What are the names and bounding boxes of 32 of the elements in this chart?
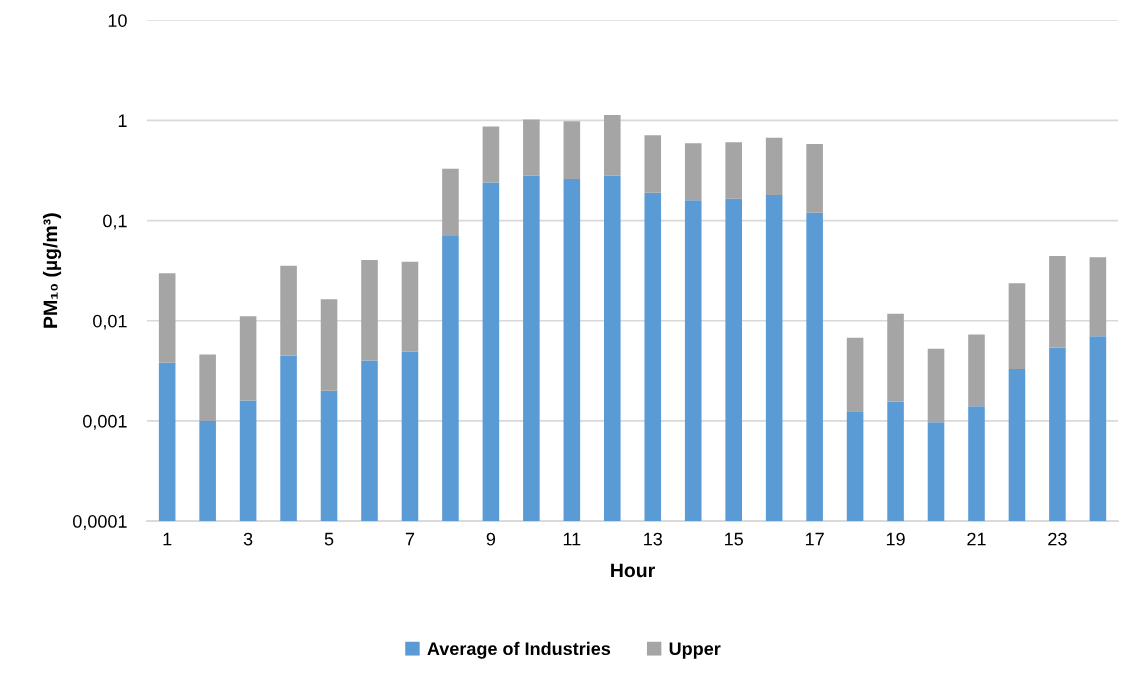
- x-tick-label: 23: [1048, 532, 1067, 546]
- x-tick-label: 15: [725, 532, 743, 546]
- bar: [482, 126, 500, 183]
- x-tick-label: 7: [405, 532, 415, 546]
- bar: [523, 119, 540, 176]
- x-tick-label: 11: [563, 532, 581, 546]
- y-tick-label: 10: [108, 14, 127, 27]
- legend-label: Upper: [669, 642, 721, 659]
- x-tick-label: 1: [163, 532, 172, 546]
- bar: [684, 143, 702, 201]
- x-tick-label: 3: [243, 532, 253, 546]
- bar: [442, 168, 459, 237]
- x-tick-label: 13: [644, 532, 663, 546]
- x-tick-label: 19: [886, 532, 905, 546]
- x-tick-label: 9: [486, 532, 496, 546]
- y-tick-label: 0,01: [93, 314, 127, 330]
- bar: [725, 142, 742, 199]
- bar: [765, 137, 783, 196]
- y-axis-title: PM₁₀ (µg/m³): [42, 213, 62, 328]
- y-tick-label: 0,001: [83, 414, 127, 430]
- bar: [806, 144, 823, 213]
- bar: [563, 121, 581, 180]
- x-tick-label: 5: [324, 532, 334, 546]
- x-tick-label: 17: [805, 532, 824, 546]
- bar: [644, 135, 662, 193]
- x-axis-title: Hour: [611, 563, 655, 578]
- y-tick-label: 0,0001: [72, 515, 127, 530]
- y-tick-label: 1: [118, 114, 127, 127]
- x-tick-label: 21: [967, 532, 986, 546]
- bar: [604, 115, 621, 176]
- legend-label: Average of Industries: [427, 641, 611, 659]
- y-tick-label: 0,1: [103, 214, 127, 230]
